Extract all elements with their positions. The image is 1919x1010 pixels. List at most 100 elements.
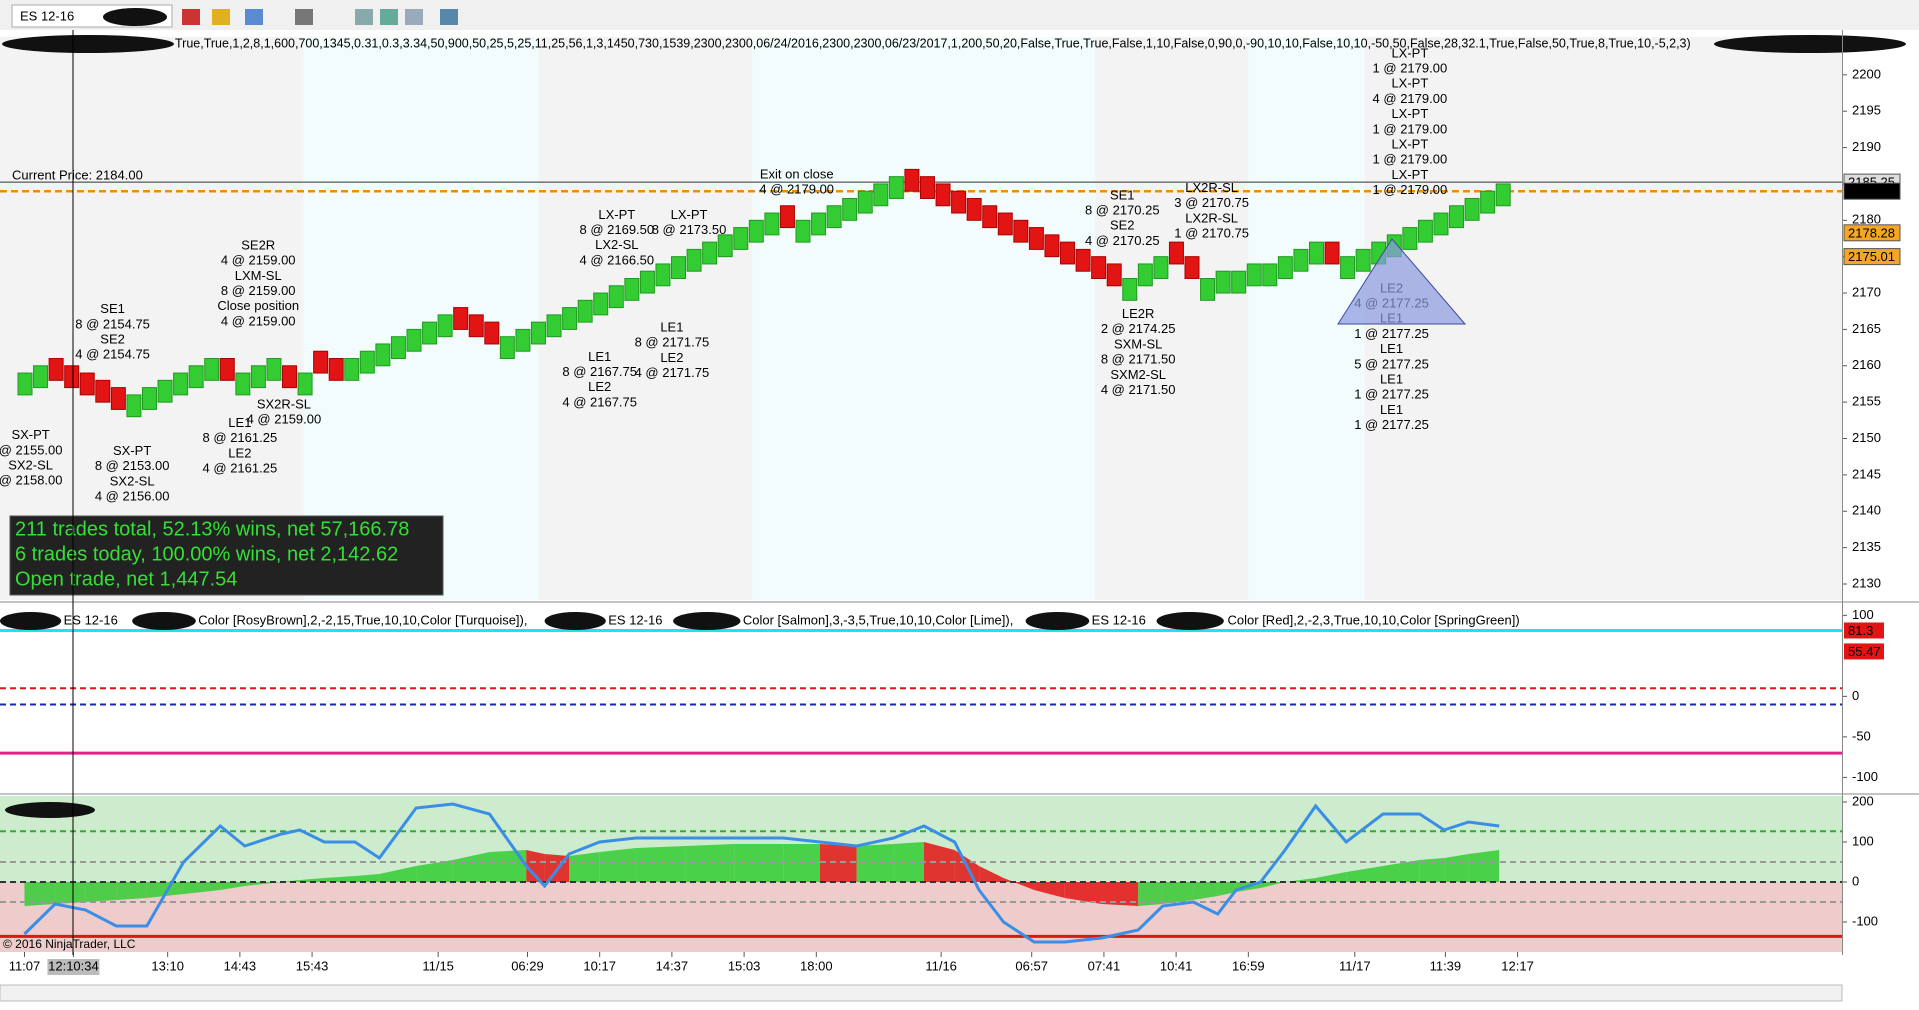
renko-brick bbox=[1122, 277, 1138, 301]
histogram-area bbox=[1064, 882, 1102, 904]
trade-annotation: 1 @ 2177.25 bbox=[1354, 387, 1429, 402]
redaction bbox=[1156, 612, 1224, 630]
renko-brick bbox=[95, 379, 111, 403]
x-tick-label: 11/17 bbox=[1339, 958, 1371, 973]
y-tick-label: 2200 bbox=[1852, 66, 1881, 81]
renko-brick bbox=[1464, 197, 1480, 221]
y-tick-label: 200 bbox=[1852, 793, 1874, 808]
renko-brick bbox=[484, 321, 500, 345]
histogram-area bbox=[220, 882, 245, 890]
trade-annotation: LE1 bbox=[228, 415, 251, 430]
redaction bbox=[103, 8, 167, 26]
trade-annotation: 1 @ 2177.25 bbox=[1354, 326, 1429, 341]
renko-brick bbox=[406, 328, 422, 352]
price-marker bbox=[1843, 248, 1901, 266]
trade-annotation: SX-PT bbox=[113, 443, 151, 458]
renko-brick bbox=[1044, 234, 1060, 258]
trade-annotation: Exit on close bbox=[760, 166, 834, 181]
renko-brick bbox=[1308, 241, 1324, 265]
x-tick-label: 11:07 bbox=[9, 958, 41, 973]
trade-annotation: SX2-SL bbox=[8, 458, 53, 473]
trade-annotation: LX-PT bbox=[1391, 106, 1428, 121]
renko-brick bbox=[966, 197, 982, 221]
toolbar-icon[interactable] bbox=[380, 9, 398, 25]
scrollbar[interactable] bbox=[0, 984, 1843, 1002]
trade-annotation: 1 @ 2179.00 bbox=[1373, 182, 1448, 197]
instrument: ES 12-16 bbox=[20, 8, 74, 23]
price-marker-label: 2184.00 bbox=[1848, 184, 1895, 199]
x-tick-label: 10:41 bbox=[1160, 958, 1193, 973]
panel-bg bbox=[0, 604, 1842, 792]
session-band bbox=[303, 37, 539, 600]
trade-annotation: 3 @ 2170.75 bbox=[1174, 195, 1249, 210]
renko-brick bbox=[1091, 256, 1107, 279]
toolbar-icon[interactable] bbox=[245, 9, 263, 25]
trade-annotation: 4 @ 2171.75 bbox=[635, 365, 710, 380]
trade-annotation: SE2 bbox=[100, 331, 125, 346]
y-tick-label: -50 bbox=[1852, 728, 1871, 743]
toolbar-icon[interactable] bbox=[212, 9, 230, 25]
value-marker bbox=[1844, 622, 1884, 639]
trade-annotation: 8 @ 2171.75 bbox=[635, 335, 710, 350]
renko-brick bbox=[1277, 256, 1293, 279]
x-tick-label: 15:03 bbox=[728, 958, 761, 973]
trade-annotation: 8 @ 2153.00 bbox=[95, 458, 170, 473]
histogram-area bbox=[1468, 850, 1500, 882]
histogram-area bbox=[55, 882, 86, 904]
x-tick-label: 15:43 bbox=[296, 958, 329, 973]
histogram-area bbox=[1101, 882, 1139, 906]
trade-annotation: 4 @ 2159.00 bbox=[221, 313, 296, 328]
toolbar-icon[interactable] bbox=[182, 9, 200, 25]
renko-brick bbox=[530, 321, 546, 345]
renko-brick bbox=[935, 183, 951, 207]
value-marker-label: 81.3 bbox=[1848, 623, 1873, 638]
renko-brick bbox=[1355, 248, 1371, 272]
trade-annotation: LX2-SL bbox=[595, 237, 638, 252]
trade-annotation: 4 @ 2159.00 bbox=[247, 412, 322, 427]
indicator-header: Color [Red],2,-2,3,True,10,10,Color [Spr… bbox=[1228, 612, 1520, 627]
histogram-area bbox=[893, 842, 925, 882]
toolbar-icon[interactable] bbox=[295, 9, 313, 25]
toolbar-icon[interactable] bbox=[355, 9, 373, 25]
renko-brick bbox=[453, 307, 469, 330]
renko-brick bbox=[1184, 256, 1200, 279]
trade-annotation: 8 @ 2167.75 bbox=[562, 364, 637, 379]
histogram-area bbox=[1346, 866, 1383, 882]
renko-brick bbox=[748, 219, 764, 243]
trade-annotation: 4 @ 2167.75 bbox=[562, 394, 637, 409]
renko-brick bbox=[1433, 212, 1449, 236]
stats-line: 6 trades today, 100.00% wins, net 2,142.… bbox=[15, 543, 398, 565]
renko-brick bbox=[297, 372, 313, 396]
trade-annotation: 8 @ 2154.75 bbox=[75, 316, 150, 331]
toolbar-icon[interactable] bbox=[440, 9, 458, 25]
renko-brick bbox=[1137, 263, 1153, 287]
toolbar-icon[interactable] bbox=[405, 9, 423, 25]
trade-annotation: 8 @ 2161.25 bbox=[203, 430, 278, 445]
renko-brick bbox=[1060, 241, 1076, 265]
pattern-triangle bbox=[1337, 238, 1467, 325]
redaction bbox=[673, 612, 741, 630]
trade-annotation: 1 @ 2170.75 bbox=[1174, 226, 1249, 241]
renko-brick bbox=[904, 168, 920, 192]
x-tick-label: 11/16 bbox=[925, 958, 957, 973]
trade-annotation: 8 @ 2171.50 bbox=[1101, 352, 1176, 367]
histogram-area bbox=[183, 882, 221, 894]
histogram-area bbox=[526, 850, 545, 882]
x-tick-label: 10:17 bbox=[583, 958, 616, 973]
trade-annotation: LE1 bbox=[588, 349, 611, 364]
histogram-area bbox=[599, 848, 637, 882]
trade-annotation: SX-PT bbox=[11, 427, 49, 442]
trade-annotation: SXM-SL bbox=[1114, 336, 1162, 351]
trade-annotation: LX2R-SL bbox=[1185, 210, 1238, 225]
renko-brick bbox=[779, 205, 795, 229]
renko-brick bbox=[888, 176, 904, 199]
renko-brick bbox=[1246, 263, 1262, 287]
histogram-area bbox=[1138, 882, 1163, 906]
renko-brick bbox=[982, 205, 998, 229]
renko-brick bbox=[1417, 219, 1433, 243]
trade-annotation: LX-PT bbox=[1391, 76, 1428, 91]
renko-brick bbox=[686, 248, 702, 272]
trade-annotation: LE2 bbox=[660, 350, 683, 365]
histogram-area bbox=[1260, 882, 1286, 888]
